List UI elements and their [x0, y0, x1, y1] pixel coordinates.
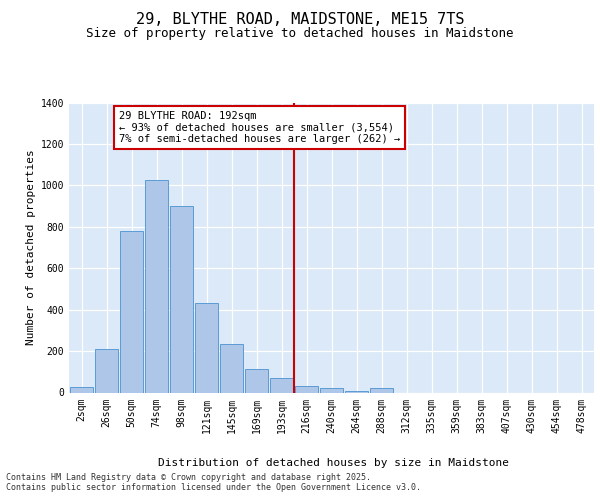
- Bar: [70, 388, 93, 392]
- Bar: [145, 180, 168, 392]
- Bar: [195, 304, 218, 392]
- Text: Contains HM Land Registry data © Crown copyright and database right 2025.
Contai: Contains HM Land Registry data © Crown c…: [6, 472, 421, 492]
- Bar: [295, 386, 318, 392]
- Bar: [245, 368, 268, 392]
- Text: Size of property relative to detached houses in Maidstone: Size of property relative to detached ho…: [86, 28, 514, 40]
- Text: Distribution of detached houses by size in Maidstone: Distribution of detached houses by size …: [158, 458, 509, 468]
- Bar: [320, 388, 343, 392]
- Bar: [220, 344, 243, 393]
- Text: 29 BLYTHE ROAD: 192sqm
← 93% of detached houses are smaller (3,554)
7% of semi-d: 29 BLYTHE ROAD: 192sqm ← 93% of detached…: [119, 111, 400, 144]
- Bar: [95, 349, 118, 393]
- Y-axis label: Number of detached properties: Number of detached properties: [26, 150, 37, 346]
- Bar: [120, 231, 143, 392]
- Text: 29, BLYTHE ROAD, MAIDSTONE, ME15 7TS: 29, BLYTHE ROAD, MAIDSTONE, ME15 7TS: [136, 12, 464, 28]
- Bar: [370, 388, 393, 392]
- Bar: [270, 378, 293, 392]
- Bar: [170, 206, 193, 392]
